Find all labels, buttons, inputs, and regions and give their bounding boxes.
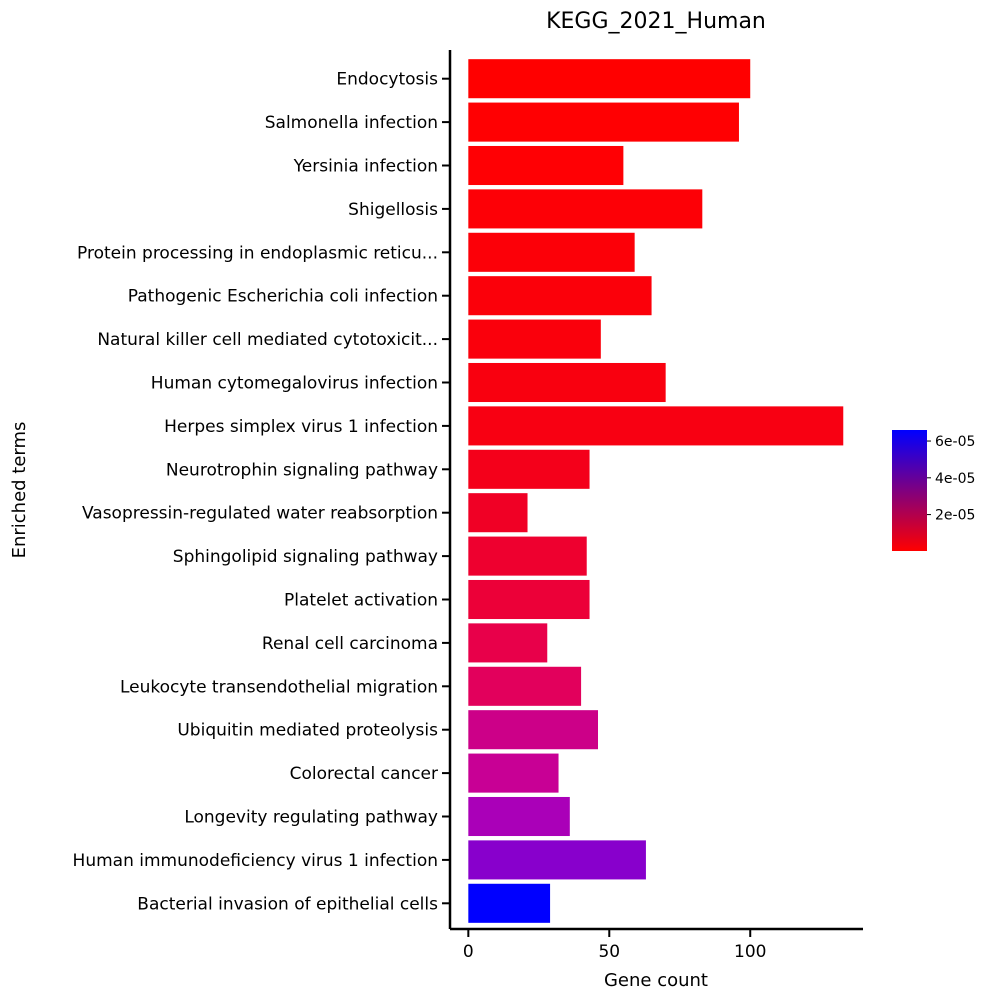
x-tick-label-1: 50 bbox=[598, 942, 620, 962]
y-ticks bbox=[442, 77, 450, 905]
colorbar bbox=[892, 430, 927, 551]
bar-1 bbox=[468, 102, 739, 142]
bar-17 bbox=[468, 796, 570, 837]
x-axis-title: Gene count bbox=[604, 970, 708, 991]
colorbar-ticks: 6e-05 4e-05 2e-05 bbox=[927, 434, 975, 524]
category-label-1: Salmonella infection bbox=[265, 113, 438, 133]
category-label-7: Human cytomegalovirus infection bbox=[151, 374, 438, 394]
category-label-12: Platelet activation bbox=[284, 591, 438, 611]
colorbar-tick-label-2: 2e-05 bbox=[935, 508, 975, 524]
chart-title: KEGG_2021_Human bbox=[546, 9, 766, 34]
category-label-14: Leukocyte transendothelial migration bbox=[120, 677, 438, 697]
bar-18 bbox=[468, 840, 646, 880]
colorbar-tick-label-1: 4e-05 bbox=[935, 471, 975, 487]
bar-12 bbox=[468, 579, 590, 620]
bar-6 bbox=[468, 319, 601, 359]
category-label-11: Sphingolipid signaling pathway bbox=[173, 547, 438, 567]
category-label-19: Bacterial invasion of epithelial cells bbox=[137, 894, 438, 914]
category-label-15: Ubiquitin mediated proteolysis bbox=[177, 721, 438, 741]
y-axis-title: Enriched terms bbox=[9, 422, 30, 559]
bar-0 bbox=[468, 59, 751, 99]
x-tick-label-0: 0 bbox=[463, 942, 474, 962]
category-label-6: Natural killer cell mediated cytotoxicit… bbox=[97, 330, 438, 350]
bar-9 bbox=[468, 449, 590, 489]
category-labels: Endocytosis Salmonella infection Yersinia … bbox=[73, 70, 439, 915]
category-label-17: Longevity regulating pathway bbox=[184, 808, 438, 828]
bar-16 bbox=[468, 753, 559, 793]
bar-4 bbox=[468, 232, 635, 272]
category-label-16: Colorectal cancer bbox=[290, 764, 438, 784]
colorbar-tick-label-0: 6e-05 bbox=[935, 434, 975, 450]
bar-2 bbox=[468, 145, 624, 186]
category-label-2: Yersinia infection bbox=[293, 157, 438, 177]
category-label-3: Shigellosis bbox=[348, 200, 438, 220]
bar-14 bbox=[468, 666, 582, 706]
category-label-4: Protein processing in endoplasmic reticu… bbox=[77, 243, 438, 263]
bar-5 bbox=[468, 276, 652, 316]
category-label-18: Human immunodeficiency virus 1 infection bbox=[73, 851, 438, 871]
category-label-13: Renal cell carcinoma bbox=[262, 634, 438, 654]
category-label-0: Endocytosis bbox=[336, 70, 438, 90]
bar-10 bbox=[468, 493, 528, 533]
category-label-5: Pathogenic Escherichia coli infection bbox=[128, 287, 438, 307]
bar-19 bbox=[468, 883, 551, 923]
x-tick-label-2: 100 bbox=[734, 942, 766, 962]
category-label-8: Herpes simplex virus 1 infection bbox=[164, 417, 438, 437]
category-label-9: Neurotrophin signaling pathway bbox=[166, 460, 438, 480]
category-label-10: Vasopressin-regulated water reabsorption bbox=[82, 504, 438, 524]
bar-8 bbox=[468, 406, 844, 446]
bar-3 bbox=[468, 189, 703, 229]
bar-7 bbox=[468, 362, 666, 403]
bar-15 bbox=[468, 710, 599, 750]
x-ticks: 0 50 100 bbox=[463, 929, 766, 962]
bars-group bbox=[468, 59, 844, 923]
bar-13 bbox=[468, 623, 548, 663]
bar-11 bbox=[468, 536, 587, 576]
